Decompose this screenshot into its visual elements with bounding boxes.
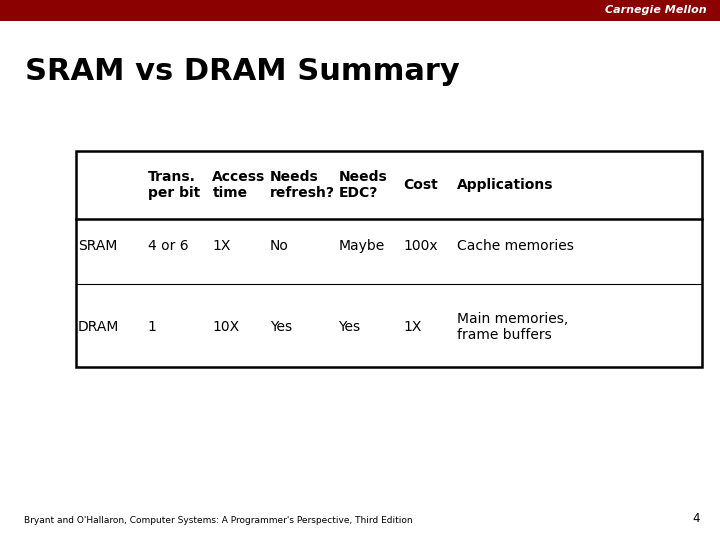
Text: 4: 4 — [693, 512, 700, 525]
Text: 4 or 6: 4 or 6 — [148, 239, 188, 253]
Text: 1X: 1X — [403, 320, 422, 334]
FancyBboxPatch shape — [0, 0, 720, 21]
Text: Bryant and O'Hallaron, Computer Systems: A Programmer's Perspective, Third Editi: Bryant and O'Hallaron, Computer Systems:… — [24, 516, 413, 525]
Text: 1: 1 — [148, 320, 156, 334]
Text: Main memories,
frame buffers: Main memories, frame buffers — [457, 312, 569, 342]
Text: Trans.
per bit: Trans. per bit — [148, 170, 200, 200]
Text: SRAM vs DRAM Summary: SRAM vs DRAM Summary — [25, 57, 460, 86]
Text: 10X: 10X — [212, 320, 240, 334]
Text: 1X: 1X — [212, 239, 231, 253]
Text: Needs
refresh?: Needs refresh? — [270, 170, 335, 200]
Text: Yes: Yes — [270, 320, 292, 334]
Text: No: No — [270, 239, 289, 253]
Text: Needs
EDC?: Needs EDC? — [338, 170, 387, 200]
Text: Carnegie Mellon: Carnegie Mellon — [606, 5, 707, 15]
Text: 100x: 100x — [403, 239, 438, 253]
Text: Cache memories: Cache memories — [457, 239, 574, 253]
Text: Access
time: Access time — [212, 170, 266, 200]
Text: Applications: Applications — [457, 178, 554, 192]
Text: Maybe: Maybe — [338, 239, 384, 253]
Text: Cost: Cost — [403, 178, 438, 192]
Text: DRAM: DRAM — [78, 320, 119, 334]
Text: SRAM: SRAM — [78, 239, 117, 253]
Text: Yes: Yes — [338, 320, 361, 334]
